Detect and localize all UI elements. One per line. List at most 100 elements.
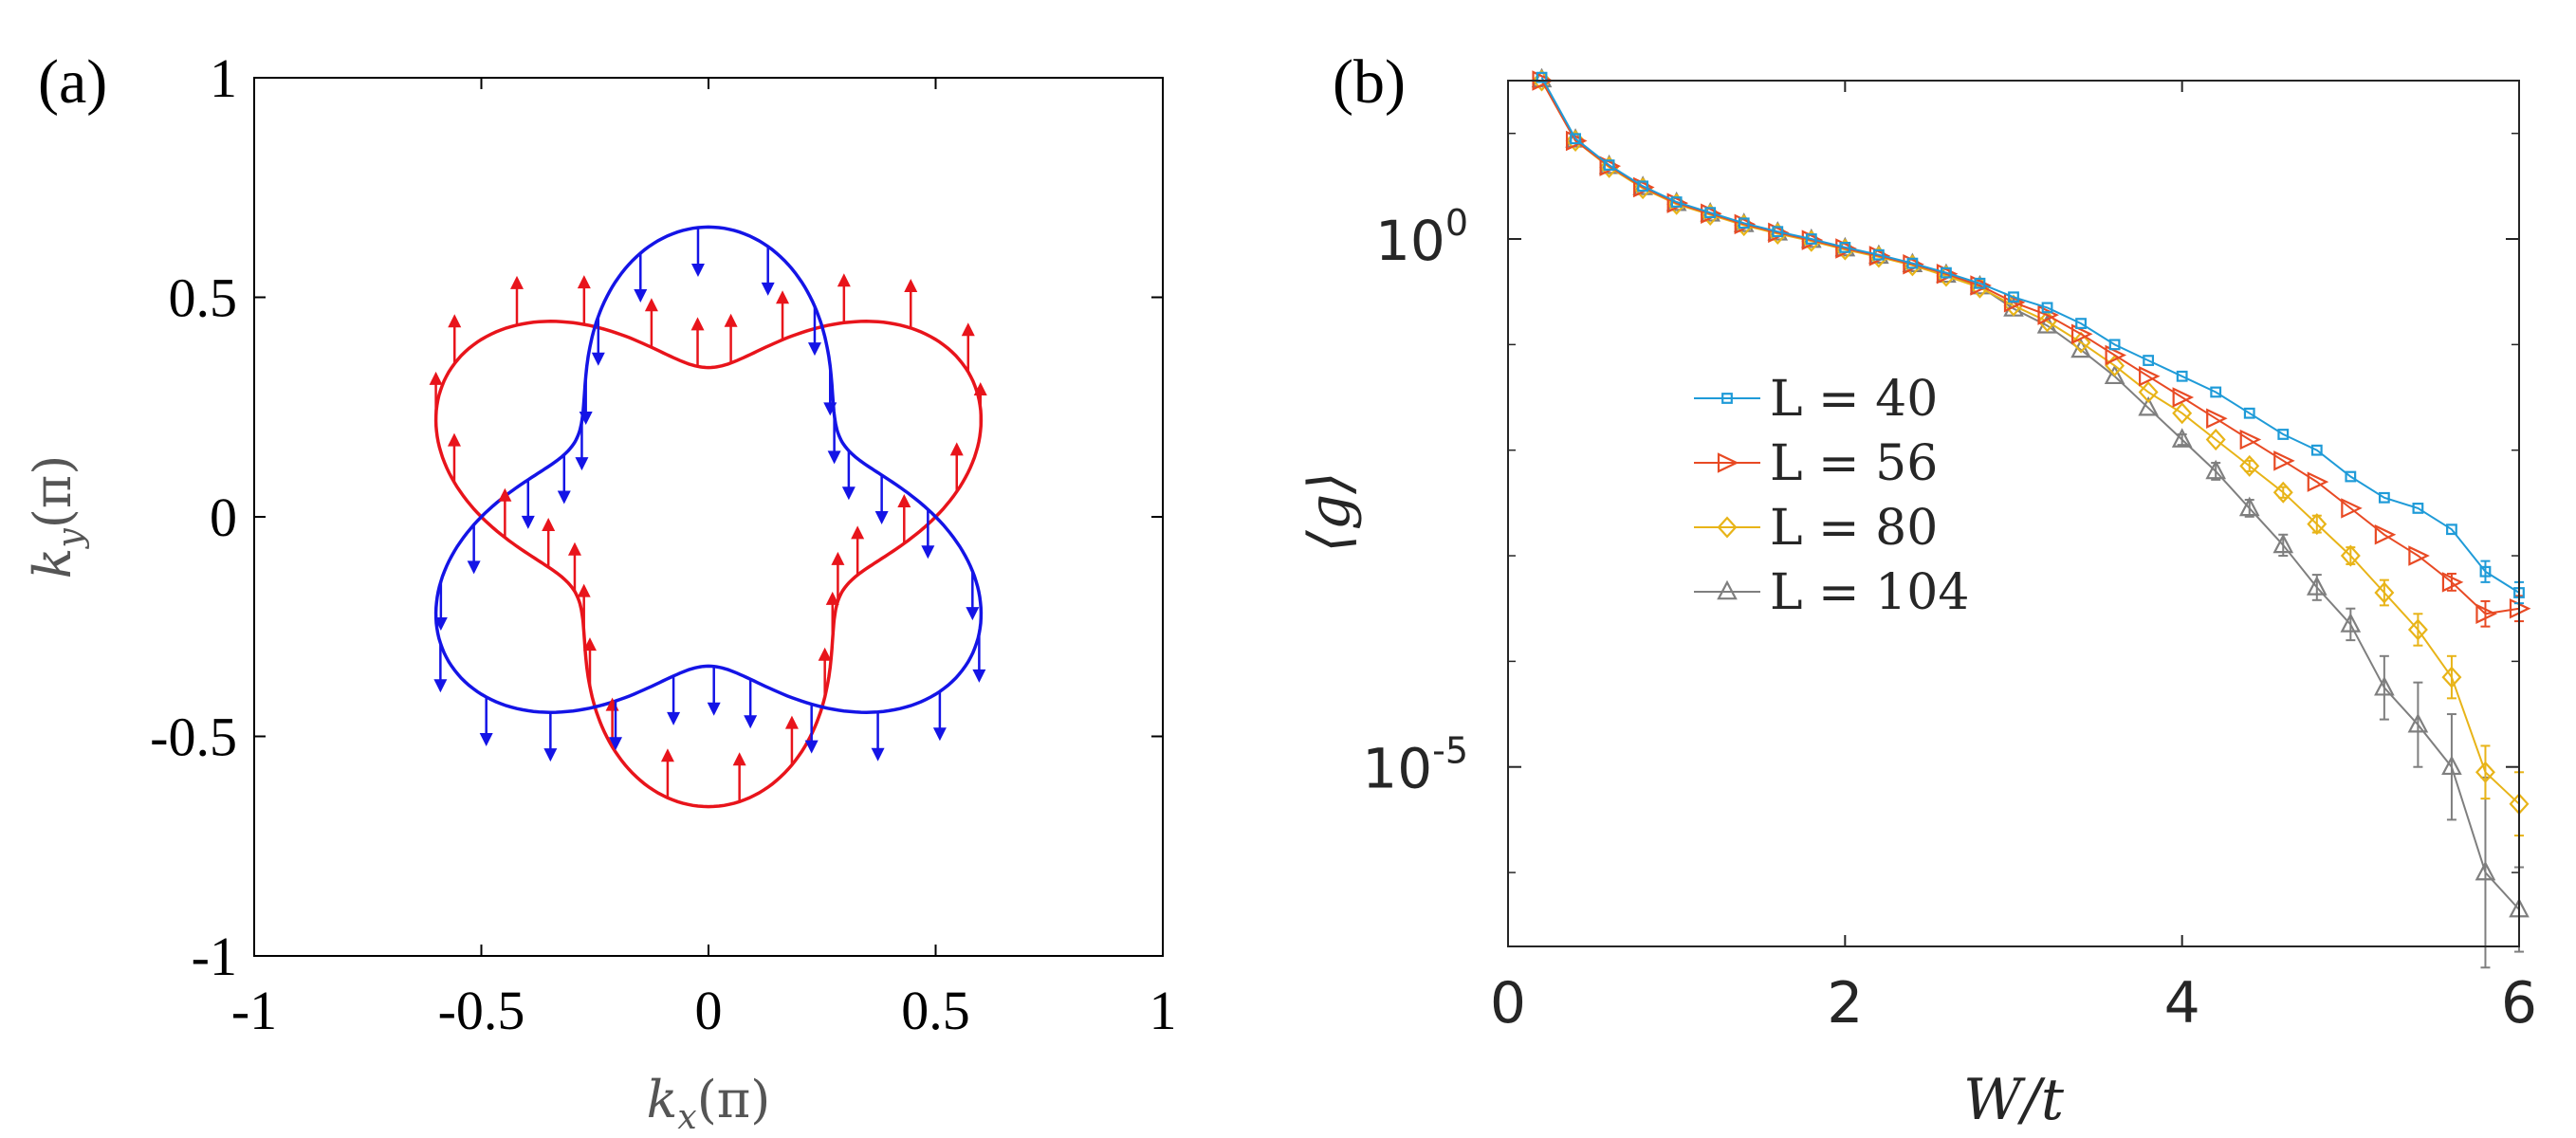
data-point-marker — [2239, 429, 2262, 450]
spin-arrow-up — [690, 317, 705, 367]
data-point-marker — [2008, 291, 2019, 303]
data-point-marker — [1906, 257, 1919, 269]
spin-arrow-down — [634, 252, 648, 303]
data-point-marker — [1570, 133, 1581, 145]
spin-arrow-down — [823, 366, 837, 416]
data-point-marker — [2272, 481, 2293, 504]
panel-a-label: (a) — [38, 47, 107, 117]
spin-arrow-down — [972, 633, 986, 683]
data-point-marker — [1532, 69, 1553, 92]
data-point-marker — [2239, 454, 2260, 477]
spin-arrow-up — [577, 275, 591, 325]
data-point-marker — [2378, 491, 2390, 504]
spin-arrow-down — [591, 316, 605, 366]
y-tick-label: 0.5 — [169, 267, 238, 329]
data-point-marker — [2243, 407, 2255, 419]
data-point-marker — [2206, 408, 2228, 430]
data-point-marker — [2408, 545, 2430, 566]
spin-arrow-down — [804, 704, 819, 754]
data-point-marker — [2272, 533, 2294, 554]
x-tick-label: -1 — [231, 980, 277, 1041]
data-point-marker — [2374, 524, 2397, 545]
data-point-marker — [2143, 355, 2155, 366]
data-point-marker — [2172, 387, 2195, 408]
data-point-marker — [2075, 318, 2087, 329]
spin-arrow-up — [498, 487, 512, 538]
panel-a-x-ticks: -1 -0.5 0 0.5 1 — [231, 78, 1177, 1041]
data-point-marker — [2307, 471, 2329, 492]
spin-arrow-up — [447, 432, 461, 483]
x-tick-label: 0.5 — [901, 980, 970, 1041]
spin-arrow-down — [690, 228, 705, 278]
data-point-marker — [2374, 675, 2395, 696]
data-point-marker — [1536, 71, 1548, 83]
x-tick-label: 4 — [2164, 970, 2200, 1037]
data-point-marker — [1872, 248, 1885, 261]
spin-arrow-up — [825, 591, 839, 641]
data-point-marker — [2441, 666, 2462, 688]
spin-arrow-up — [784, 715, 799, 765]
data-point-marker — [1974, 277, 1986, 289]
panel-a-y-ticks: -1 -0.5 0 0.5 1 — [150, 47, 1163, 987]
data-point-marker — [1670, 196, 1683, 208]
spin-arrow-down — [433, 580, 448, 631]
spin-arrow-up — [577, 583, 591, 633]
y-tick-label: 1 — [210, 47, 237, 109]
data-point-marker — [1941, 266, 1952, 279]
spin-arrow-up — [818, 647, 832, 697]
spin-arrow-down — [874, 474, 889, 524]
spin-arrow-down — [557, 454, 571, 505]
data-point-marker — [1721, 393, 1733, 404]
spin-arrow-down — [744, 679, 758, 729]
data-point-marker — [2407, 618, 2428, 641]
panel-a: (a) -1 -0.5 0 0.5 1 -1 -0.5 0 0.5 1 kx(π) ky(π) — [23, 47, 1177, 1137]
y-tick-label: -0.5 — [150, 707, 237, 768]
data-point-marker — [2374, 581, 2395, 604]
data-point-marker — [2041, 302, 2053, 314]
legend-label: L = 80 — [1770, 500, 1938, 557]
spin-arrow-up — [961, 322, 975, 373]
spin-arrow-up — [429, 371, 443, 421]
data-point-marker — [2341, 498, 2363, 519]
data-point-marker — [2345, 470, 2357, 483]
data-point-marker — [2205, 429, 2226, 451]
spin-arrow-down — [479, 697, 493, 747]
x-tick-label: -0.5 — [438, 980, 525, 1041]
spin-arrow-up — [542, 518, 556, 568]
data-point-marker — [2407, 712, 2429, 733]
data-point-marker — [2105, 344, 2127, 366]
fermi-contour-spin-down — [433, 225, 984, 714]
data-point-marker — [1839, 242, 1851, 253]
spin-arrow-down — [841, 450, 856, 501]
spin-arrow-up — [732, 752, 746, 802]
spin-arrow-up — [831, 551, 845, 601]
panel-b-legend: L = 40 L = 56 L = 80 L = 104 — [1694, 371, 1969, 621]
data-point-marker — [2176, 370, 2188, 382]
data-point-marker — [2172, 402, 2193, 425]
x-tick-label: 2 — [1827, 970, 1863, 1037]
data-point-marker — [1565, 130, 1588, 152]
spin-arrow-down — [543, 712, 558, 762]
data-point-marker — [2070, 323, 2093, 344]
panel-b-y-label: ⟨g⟩ — [1297, 471, 1363, 552]
spin-arrow-down — [932, 691, 947, 742]
legend-entry-L-80: L = 80 — [1694, 500, 1938, 557]
x-tick-label: 1 — [1150, 980, 1177, 1041]
data-point-marker — [2310, 444, 2323, 456]
data-point-marker — [1805, 233, 1817, 245]
data-point-marker — [2037, 304, 2059, 325]
spin-arrow-up — [448, 314, 462, 364]
data-point-marker — [2340, 544, 2361, 567]
data-point-marker — [2475, 603, 2497, 625]
spin-arrow-down — [433, 643, 448, 693]
data-point-marker — [2210, 386, 2222, 398]
data-point-marker — [2479, 565, 2492, 578]
panel-b-axes-frame — [1507, 80, 2520, 947]
data-point-marker — [1772, 226, 1784, 238]
data-point-marker — [2277, 429, 2290, 440]
legend-entry-L-56: L = 56 — [1694, 435, 1938, 492]
data-point-marker — [1717, 579, 1738, 600]
legend-label: L = 40 — [1770, 371, 1938, 428]
data-point-marker — [1717, 452, 1739, 473]
